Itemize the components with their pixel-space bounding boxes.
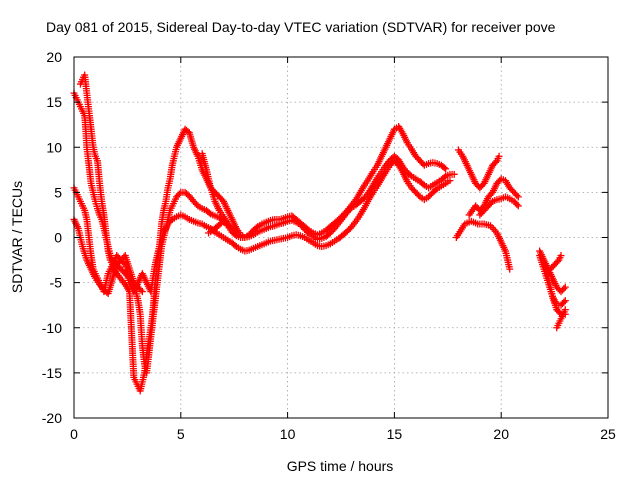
y-tick-label: 10 <box>46 139 62 155</box>
y-tick-label: -10 <box>42 320 62 336</box>
data-point <box>192 200 200 208</box>
data-point <box>556 309 564 317</box>
data-points <box>70 71 569 395</box>
x-tick-label: 20 <box>493 426 509 442</box>
data-point <box>561 283 569 291</box>
x-tick-label: 0 <box>70 426 78 442</box>
data-point <box>406 171 414 179</box>
data-point <box>216 220 224 228</box>
series-trace-8 <box>452 217 514 273</box>
data-point <box>514 193 522 201</box>
data-point <box>561 297 569 305</box>
data-point <box>513 191 521 199</box>
y-axis-label: SDTVAR / TECUs <box>9 181 25 293</box>
data-point <box>446 177 454 185</box>
data-point <box>175 190 183 198</box>
data-point <box>252 224 260 232</box>
series-trace-14 <box>553 306 569 332</box>
y-tick-label: 20 <box>46 49 62 65</box>
series-trace-10 <box>476 193 522 219</box>
data-point <box>419 180 427 188</box>
data-point <box>560 285 568 293</box>
y-tick-label: -5 <box>50 275 63 291</box>
series-trace-4 <box>70 215 146 297</box>
data-point <box>513 200 521 208</box>
series-trace-6 <box>205 217 230 237</box>
data-point <box>415 191 423 199</box>
data-point <box>450 170 458 178</box>
data-point <box>440 173 448 181</box>
chart-title: Day 081 of 2015, Sidereal Day-to-day VTE… <box>46 19 556 35</box>
data-point <box>561 306 569 314</box>
x-axis-label: GPS time / hours <box>287 458 394 474</box>
data-point <box>231 227 239 235</box>
y-tick-label: 0 <box>54 230 62 246</box>
data-point <box>137 286 145 294</box>
data-point <box>553 258 561 266</box>
series-trace-11 <box>536 247 569 296</box>
series-trace-15 <box>546 252 565 273</box>
data-point <box>167 217 175 225</box>
x-tick-label: 15 <box>387 426 403 442</box>
data-point <box>506 265 514 273</box>
data-point <box>232 228 240 236</box>
x-tick-label: 25 <box>600 426 616 442</box>
series-trace-7 <box>454 146 503 192</box>
data-point <box>514 202 522 210</box>
series-trace-13 <box>540 261 569 318</box>
data-point <box>304 225 312 233</box>
y-tick-label: -15 <box>42 365 62 381</box>
y-tick-label: 5 <box>54 184 62 200</box>
data-point <box>560 298 568 306</box>
data-point <box>231 241 239 249</box>
data-point <box>492 158 500 166</box>
data-point <box>222 217 230 225</box>
x-tick-label: 5 <box>177 426 185 442</box>
data-point <box>442 165 450 173</box>
data-point <box>440 164 448 172</box>
axis-ticks: 0 5 10 15 20 25 20 15 10 5 0 -5 -10 -15 -20 <box>42 49 616 442</box>
data-point <box>138 288 146 296</box>
data-point <box>495 152 503 160</box>
data-point <box>557 252 565 260</box>
series-trace-9 <box>465 175 522 219</box>
data-point <box>205 209 213 217</box>
data-point <box>487 199 495 207</box>
y-tick-label: 15 <box>46 94 62 110</box>
x-tick-label: 10 <box>280 426 296 442</box>
data-point <box>432 186 440 194</box>
y-tick-label: -20 <box>42 410 62 426</box>
series-trace-2 <box>76 71 450 395</box>
